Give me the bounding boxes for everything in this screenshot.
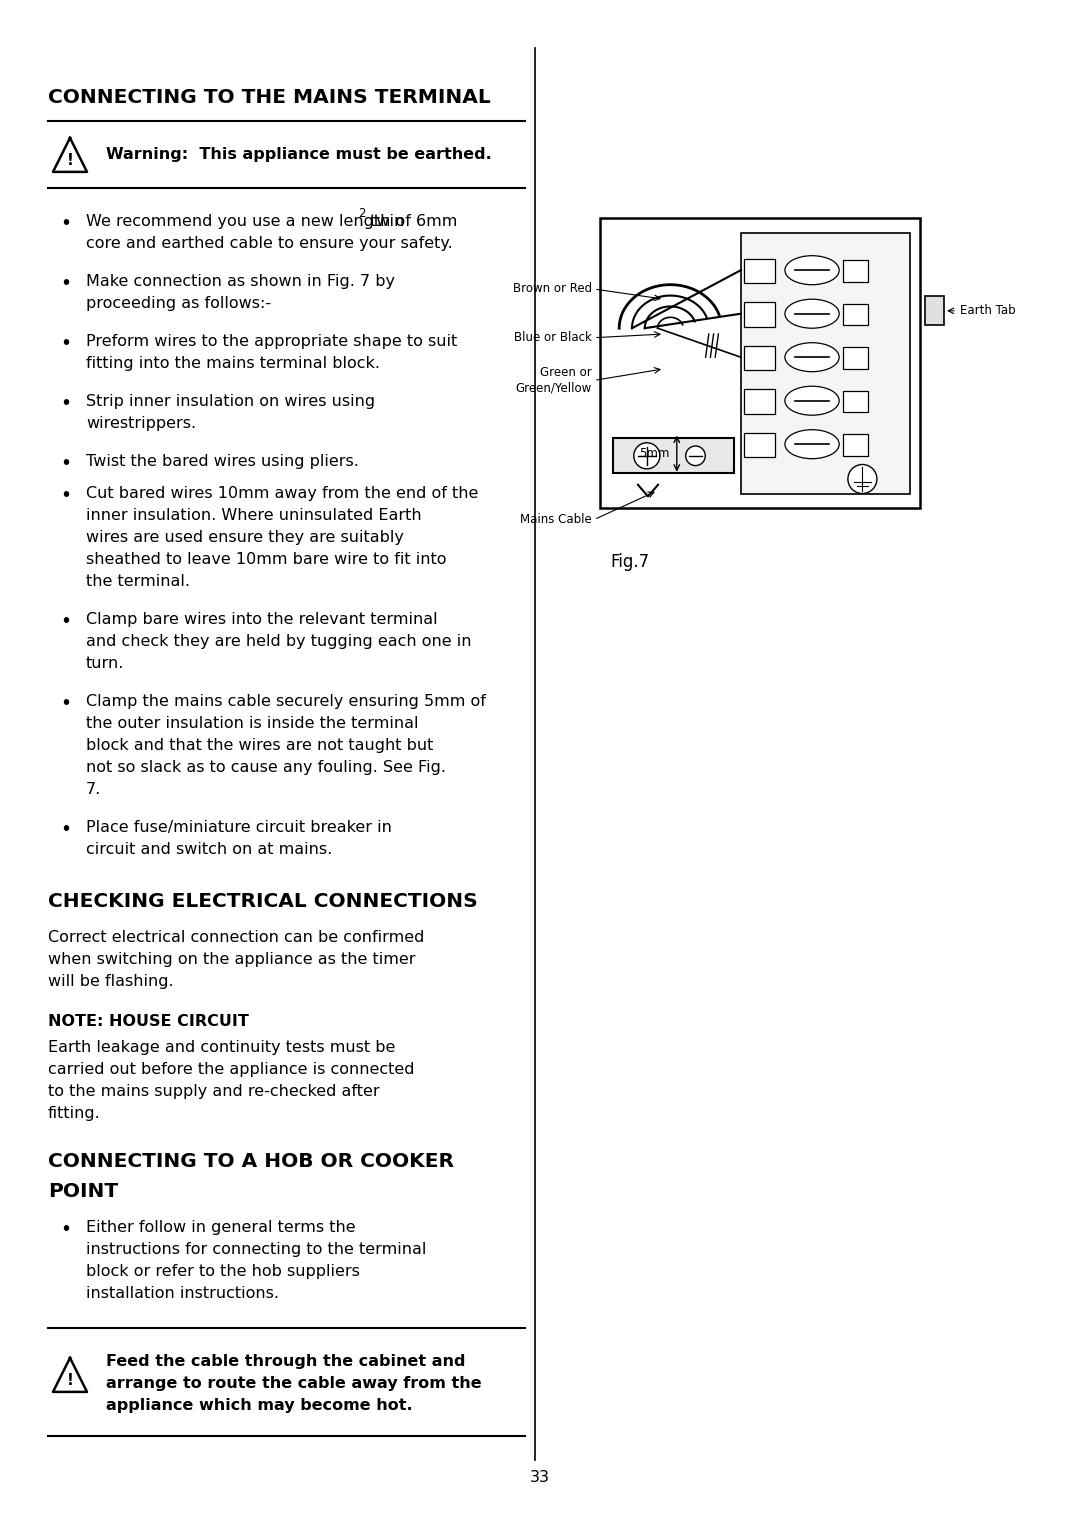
- Circle shape: [848, 465, 877, 494]
- Circle shape: [634, 443, 660, 469]
- Text: We recommend you use a new length of 6mm: We recommend you use a new length of 6mm: [86, 214, 457, 229]
- Text: Green/Yellow: Green/Yellow: [516, 382, 592, 394]
- Text: Make connection as shown in Fig. 7 by: Make connection as shown in Fig. 7 by: [86, 274, 395, 289]
- Text: •: •: [60, 613, 71, 631]
- Text: installation instructions.: installation instructions.: [86, 1287, 279, 1300]
- Text: Brown or Red: Brown or Red: [513, 283, 592, 295]
- Text: the outer insulation is inside the terminal: the outer insulation is inside the termi…: [86, 717, 419, 730]
- Text: Feed the cable through the cabinet and: Feed the cable through the cabinet and: [106, 1354, 465, 1369]
- Text: the terminal.: the terminal.: [86, 575, 190, 588]
- Text: •: •: [60, 821, 71, 839]
- Text: wires are used ensure they are suitably: wires are used ensure they are suitably: [86, 530, 404, 545]
- Text: Cut bared wires 10mm away from the end of the: Cut bared wires 10mm away from the end o…: [86, 486, 478, 501]
- Text: Green or: Green or: [540, 365, 592, 379]
- Text: block and that the wires are not taught but: block and that the wires are not taught …: [86, 738, 433, 753]
- Text: CONNECTING TO THE MAINS TERMINAL: CONNECTING TO THE MAINS TERMINAL: [48, 89, 490, 107]
- Ellipse shape: [785, 255, 839, 284]
- Circle shape: [686, 446, 705, 466]
- Text: POINT: POINT: [48, 1183, 118, 1201]
- Bar: [612, 439, 734, 474]
- Text: Warning:  This appliance must be earthed.: Warning: This appliance must be earthed.: [106, 147, 491, 162]
- Text: •: •: [60, 214, 71, 232]
- Text: Clamp the mains cable securely ensuring 5mm of: Clamp the mains cable securely ensuring …: [86, 694, 486, 709]
- Ellipse shape: [785, 387, 839, 416]
- Text: fitting into the mains terminal block.: fitting into the mains terminal block.: [86, 356, 380, 371]
- Text: Place fuse/miniature circuit breaker in: Place fuse/miniature circuit breaker in: [86, 821, 392, 834]
- Text: Correct electrical connection can be confirmed: Correct electrical connection can be con…: [48, 931, 424, 944]
- Text: twin: twin: [365, 214, 404, 229]
- Bar: [744, 303, 774, 327]
- Bar: [741, 232, 910, 494]
- Text: and check they are held by tugging each one in: and check they are held by tugging each …: [86, 634, 472, 649]
- Text: when switching on the appliance as the timer: when switching on the appliance as the t…: [48, 952, 416, 967]
- Bar: [744, 432, 774, 457]
- Text: 2: 2: [357, 206, 365, 220]
- Ellipse shape: [785, 299, 839, 329]
- Text: Either follow in general terms the: Either follow in general terms the: [86, 1219, 355, 1235]
- Text: •: •: [60, 454, 71, 474]
- Ellipse shape: [785, 429, 839, 458]
- Text: •: •: [60, 486, 71, 504]
- Text: Strip inner insulation on wires using: Strip inner insulation on wires using: [86, 394, 375, 410]
- Bar: [842, 391, 868, 413]
- Text: 5mm: 5mm: [638, 448, 670, 460]
- Text: inner insulation. Where uninsulated Earth: inner insulation. Where uninsulated Eart…: [86, 507, 421, 523]
- Text: Preform wires to the appropriate shape to suit: Preform wires to the appropriate shape t…: [86, 335, 457, 348]
- Text: Earth leakage and continuity tests must be: Earth leakage and continuity tests must …: [48, 1041, 395, 1054]
- Bar: [842, 347, 868, 368]
- Text: turn.: turn.: [86, 656, 124, 671]
- Bar: [842, 304, 868, 325]
- Text: carried out before the appliance is connected: carried out before the appliance is conn…: [48, 1062, 415, 1077]
- Text: •: •: [60, 1219, 71, 1239]
- Text: block or refer to the hob suppliers: block or refer to the hob suppliers: [86, 1264, 360, 1279]
- Text: •: •: [60, 335, 71, 353]
- Text: core and earthed cable to ensure your safety.: core and earthed cable to ensure your sa…: [86, 235, 453, 251]
- Text: !: !: [67, 153, 73, 168]
- Text: fitting.: fitting.: [48, 1106, 100, 1122]
- Text: Fig.7: Fig.7: [610, 553, 649, 571]
- Text: 7.: 7.: [86, 782, 102, 798]
- Text: sheathed to leave 10mm bare wire to fit into: sheathed to leave 10mm bare wire to fit …: [86, 552, 446, 567]
- Bar: [842, 260, 868, 281]
- Text: •: •: [60, 394, 71, 413]
- Text: wirestrippers.: wirestrippers.: [86, 416, 197, 431]
- Text: arrange to route the cable away from the: arrange to route the cable away from the: [106, 1377, 482, 1390]
- Bar: [744, 345, 774, 370]
- Text: •: •: [60, 694, 71, 714]
- Bar: [842, 434, 868, 455]
- Text: •: •: [60, 274, 71, 293]
- Text: CHECKING ELECTRICAL CONNECTIONS: CHECKING ELECTRICAL CONNECTIONS: [48, 892, 477, 911]
- Text: to the mains supply and re-checked after: to the mains supply and re-checked after: [48, 1083, 380, 1099]
- Text: 33: 33: [530, 1470, 550, 1485]
- Text: !: !: [67, 1374, 73, 1389]
- Text: will be flashing.: will be flashing.: [48, 973, 174, 989]
- Text: proceeding as follows:-: proceeding as follows:-: [86, 296, 271, 312]
- Text: Blue or Black: Blue or Black: [514, 332, 592, 344]
- Text: Clamp bare wires into the relevant terminal: Clamp bare wires into the relevant termi…: [86, 613, 437, 626]
- Bar: [924, 296, 944, 325]
- Text: instructions for connecting to the terminal: instructions for connecting to the termi…: [86, 1242, 427, 1258]
- Text: not so slack as to cause any fouling. See Fig.: not so slack as to cause any fouling. Se…: [86, 759, 446, 775]
- Text: Mains Cable: Mains Cable: [521, 513, 592, 526]
- Ellipse shape: [785, 342, 839, 371]
- Text: appliance which may become hot.: appliance which may become hot.: [106, 1398, 413, 1413]
- Bar: [744, 390, 774, 414]
- Bar: [744, 258, 774, 283]
- Text: NOTE: HOUSE CIRCUIT: NOTE: HOUSE CIRCUIT: [48, 1015, 248, 1028]
- Bar: [600, 219, 920, 507]
- Text: Twist the bared wires using pliers.: Twist the bared wires using pliers.: [86, 454, 359, 469]
- Text: CONNECTING TO A HOB OR COOKER: CONNECTING TO A HOB OR COOKER: [48, 1152, 454, 1170]
- Text: circuit and switch on at mains.: circuit and switch on at mains.: [86, 842, 333, 857]
- Text: Earth Tab: Earth Tab: [960, 304, 1016, 318]
